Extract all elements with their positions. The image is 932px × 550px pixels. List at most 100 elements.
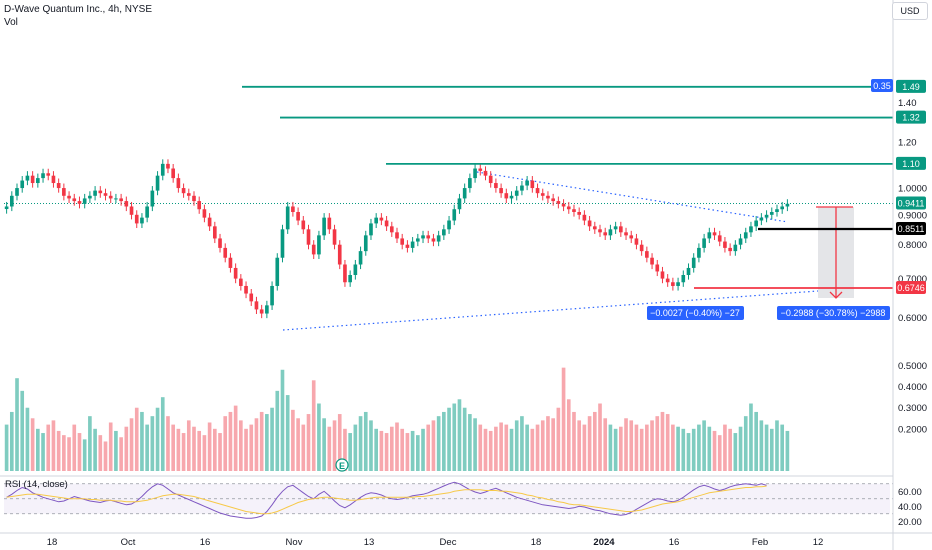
candle-body [540,193,545,196]
volume-bar [88,416,92,471]
candle-body [634,238,639,245]
candle-body [134,214,139,224]
candle-body [389,226,394,233]
candle-body [650,257,654,265]
candle-body [160,163,165,176]
svg-text:−0.2988 (−30.78%) −2988: −0.2988 (−30.78%) −2988 [781,308,886,318]
candle-body [93,190,97,196]
candle-body [447,220,451,230]
candle-body [780,206,785,210]
volume-bar [572,411,576,471]
volume-bar [20,390,25,471]
candle-body [665,278,670,283]
volume-bar [301,424,306,471]
volume-bar [285,395,290,471]
candle-body [77,201,82,204]
volume-bar [140,411,144,471]
volume-bar [426,424,431,471]
volume-bar [676,426,680,471]
candle-body [67,195,71,199]
volume-bar [108,422,113,471]
volume-bar [166,416,170,471]
volume-bar [244,428,248,471]
candle-body [587,220,592,227]
price-flag-label: 0.35 [873,81,891,91]
volume-bar [114,430,118,471]
svg-text:E: E [339,461,345,471]
price-tick-label: 0.8000 [898,240,927,251]
candle-body [275,257,280,286]
candle-body [436,235,441,242]
measure-arrow[interactable] [816,206,853,299]
candle-body [759,217,764,221]
level-price-tag [896,79,926,93]
candle-body [603,232,608,236]
volume-bar [540,420,545,471]
volume-bar [608,424,613,471]
candle-body [671,282,675,286]
candle-body [301,220,306,230]
upper-trendline[interactable] [476,171,789,223]
volume-bar [25,407,30,471]
candle-body [72,198,77,202]
candle-body [98,190,103,194]
candle-body [483,170,488,176]
volume-bar [98,435,103,471]
volume-bar [582,424,587,471]
volume-bar [525,424,529,471]
candle-body [332,229,337,245]
chart-title: D-Wave Quantum Inc., 4h, NYSE [4,4,153,15]
price-tags: 1.49 1.32 1.10 0.8511 0.6746 0.9411 0.35 [871,79,926,294]
candle-body [369,223,373,236]
volume-bar [62,435,66,471]
volume-bar [176,428,181,471]
volume-bar [629,420,634,471]
candle-body [707,232,712,239]
time-tick-label: Nov [286,537,303,548]
volume-bar [619,426,623,471]
candle-body [186,193,191,196]
candle-body [738,238,743,245]
volume-bar [202,435,207,471]
volume-bar [769,428,774,471]
candle-body [572,209,576,213]
volume-tick-label: 0.4000 [898,382,927,393]
candle-body [379,217,384,221]
candle-body [749,226,753,233]
candle-body [546,195,550,199]
volume-bar [291,409,295,471]
volume-bar [233,405,238,471]
volume-bars [4,367,790,471]
volume-bar [681,428,686,471]
price-tick-label: 1.20 [898,137,917,148]
volume-bar [119,437,123,471]
candle-body [114,198,118,200]
volume-bar [46,424,51,471]
last-price-tag [896,196,926,210]
candle-body [228,257,233,268]
volume-bar [707,426,712,471]
candle-body [343,264,347,283]
earnings-marker-icon[interactable]: E [335,458,349,472]
candle-body [15,188,19,196]
candle-body [374,217,379,224]
volume-bar [442,411,446,471]
currency-button[interactable]: USD [892,2,928,20]
candle-body [415,238,420,242]
price-tick-label: 0.9000 [898,210,927,221]
candle-body [296,212,300,221]
volume-bar [239,420,243,471]
volume-bar [764,424,769,471]
volume-bar [749,403,753,471]
volume-bar [384,433,389,471]
volume-bar [717,435,722,471]
candle-body [686,267,691,276]
volume-bar [4,424,9,471]
candle-body [348,275,352,283]
candle-body [442,229,446,236]
candle-body [525,180,529,186]
volume-bar [660,411,665,471]
volume-bar [405,433,410,471]
level-price-tag-label: 1.10 [902,159,920,169]
